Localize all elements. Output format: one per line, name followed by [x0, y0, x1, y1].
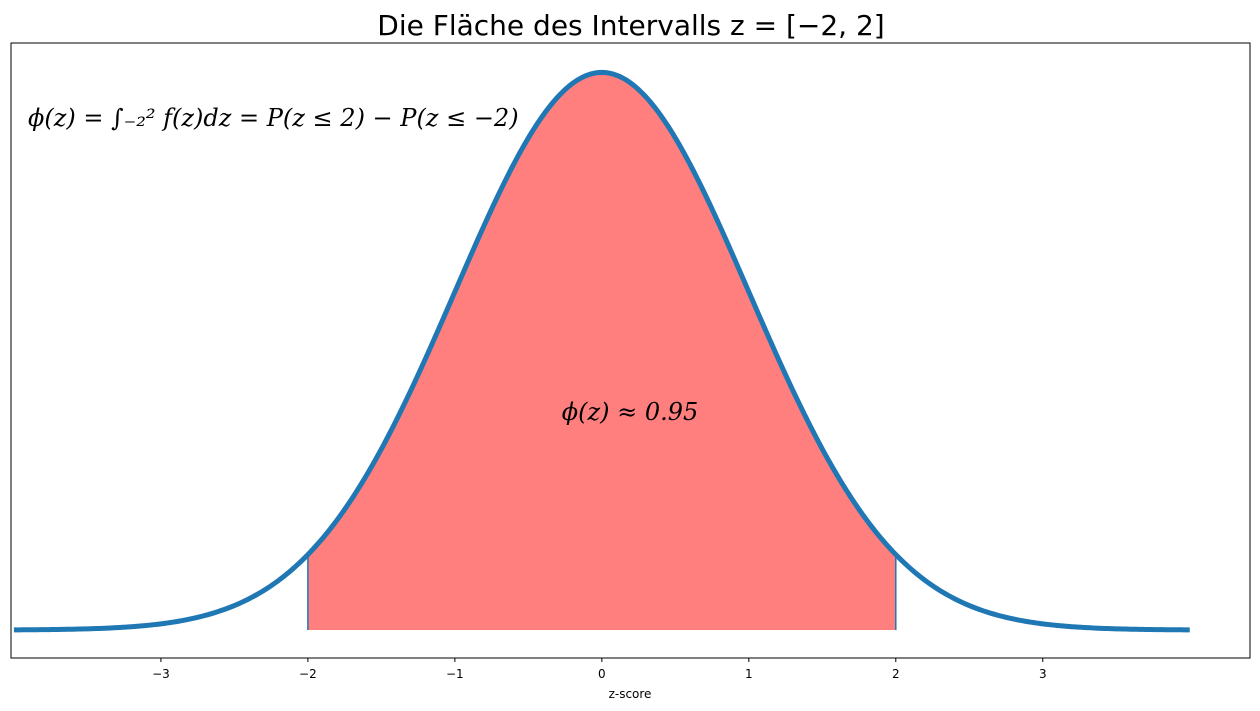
- area-annotation: ϕ(z) ≈ 0.95: [562, 398, 699, 426]
- x-tick-label: −2: [299, 667, 317, 681]
- x-tick-label: −3: [152, 667, 170, 681]
- x-tick-label: 3: [1039, 667, 1047, 681]
- formula-text: ϕ(z) = ∫₋₂² f(z)dz = P(z ≤ 2) − P(z ≤ −2…: [28, 104, 519, 132]
- plot-frame: [10, 42, 1251, 659]
- curve-group: [13, 69, 1190, 633]
- x-tick-label: 2: [892, 667, 900, 681]
- pdf-curve: [13, 69, 1190, 633]
- shaded-area: [307, 72, 896, 631]
- x-axis-label: z-score: [609, 687, 652, 701]
- x-axis-ticks: −3 −2 −1 0 1 2 3: [152, 658, 1047, 681]
- x-tick-label: 0: [598, 667, 606, 681]
- x-tick-label: 1: [745, 667, 753, 681]
- x-tick-label: −1: [446, 667, 464, 681]
- chart-title: Die Fläche des Intervalls z = [−2, 2]: [377, 9, 884, 42]
- shaded-area-group: [307, 72, 897, 631]
